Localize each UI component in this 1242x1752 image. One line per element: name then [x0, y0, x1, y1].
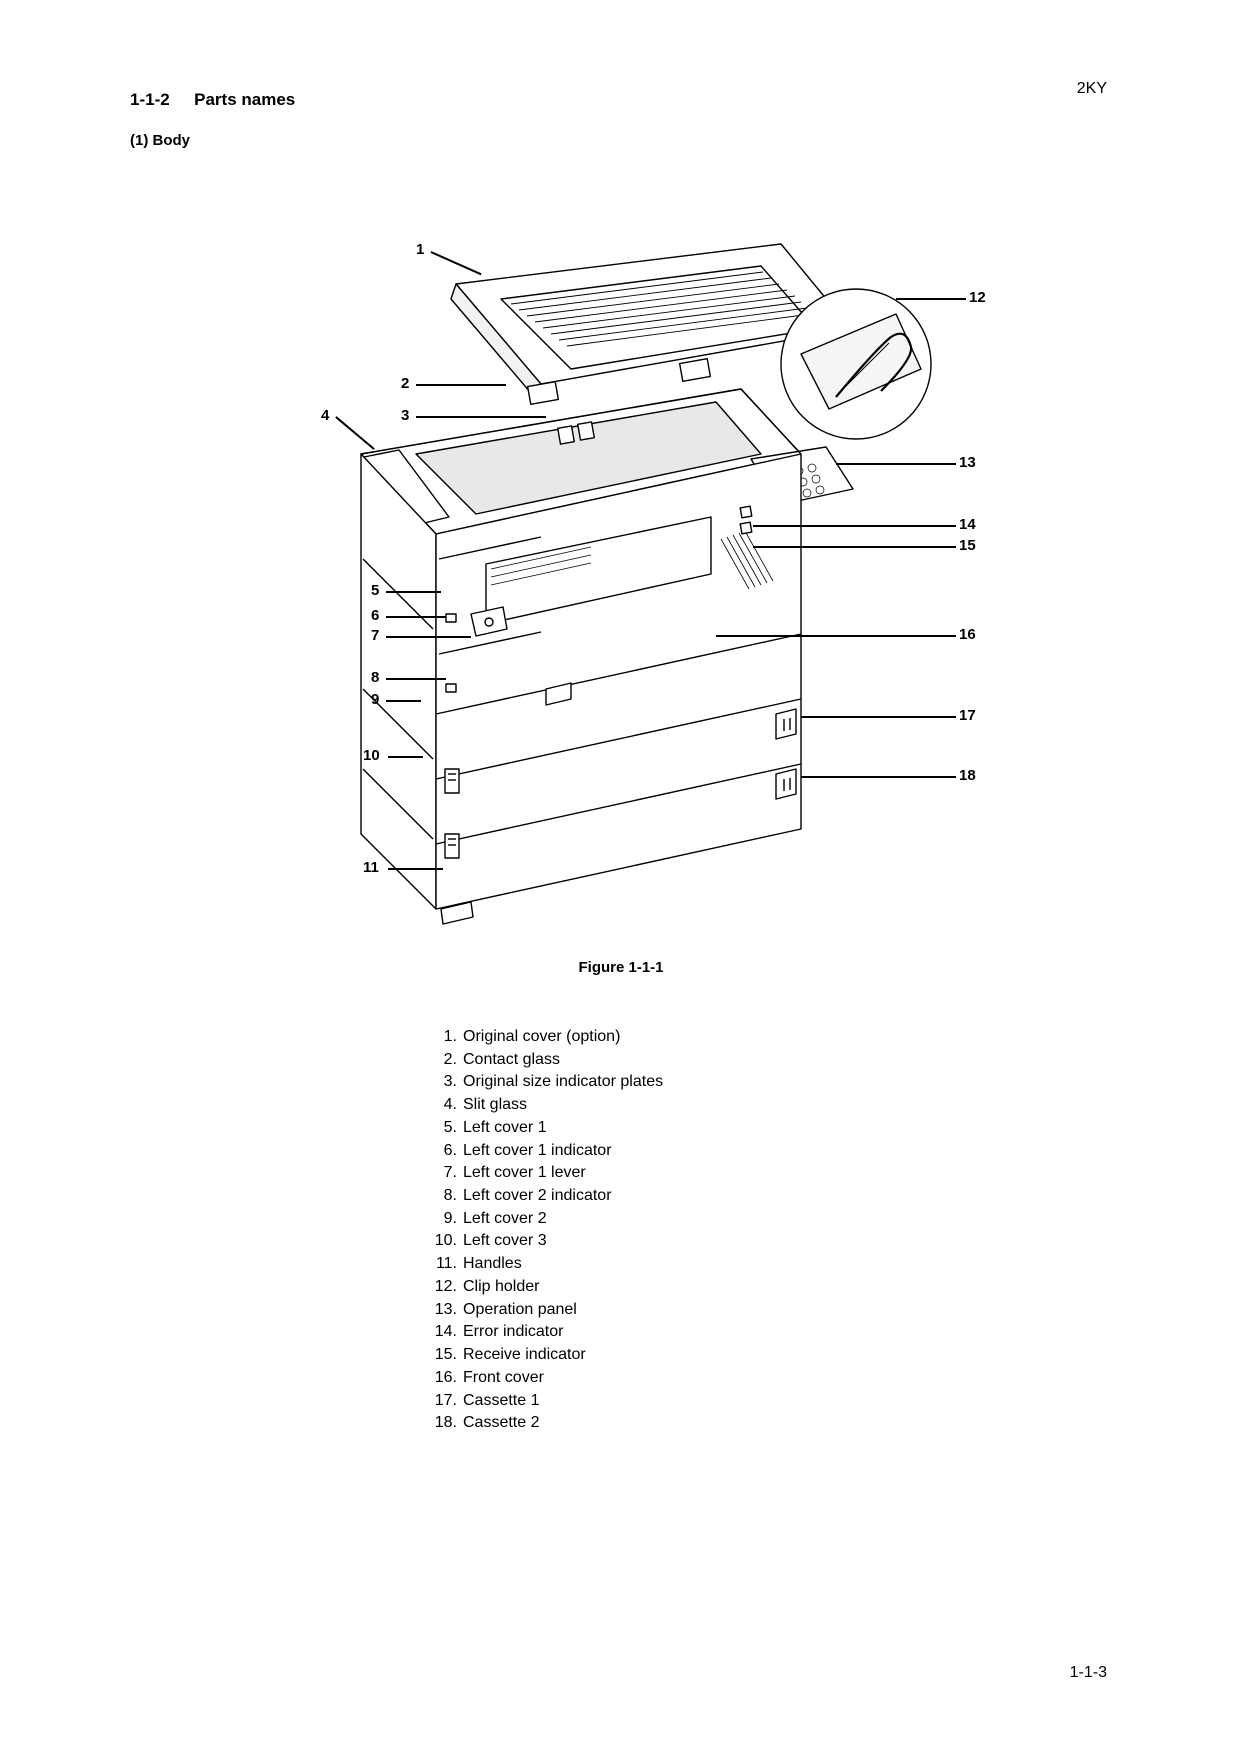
- part-label: Slit glass: [463, 1094, 811, 1117]
- part-label: Left cover 1 lever: [463, 1162, 811, 1185]
- part-label: Operation panel: [463, 1299, 811, 1322]
- part-num: 11.: [431, 1253, 463, 1276]
- section-heading: 1-1-2 Parts names: [130, 90, 1112, 110]
- part-label: Cassette 2: [463, 1412, 811, 1435]
- part-num: 17.: [431, 1390, 463, 1413]
- figure-caption: Figure 1-1-1: [130, 959, 1112, 976]
- page-number: 1-1-3: [1070, 1664, 1107, 1682]
- callout-1: 1: [416, 241, 424, 258]
- part-num: 2.: [431, 1049, 463, 1072]
- part-label: Front cover: [463, 1367, 811, 1390]
- part-label: Left cover 2 indicator: [463, 1185, 811, 1208]
- callout-14: 14: [959, 516, 976, 533]
- part-num: 14.: [431, 1321, 463, 1344]
- callout-4: 4: [321, 407, 329, 424]
- doc-code: 2KY: [1077, 80, 1107, 98]
- callout-18: 18: [959, 767, 976, 784]
- page: 2KY 1-1-2 Parts names (1) Body: [0, 0, 1242, 1752]
- callout-11: 11: [363, 859, 379, 876]
- part-num: 8.: [431, 1185, 463, 1208]
- part-num: 9.: [431, 1208, 463, 1231]
- callout-17: 17: [959, 707, 976, 724]
- part-num: 13.: [431, 1299, 463, 1322]
- part-label: Error indicator: [463, 1321, 811, 1344]
- callout-10: 10: [363, 747, 380, 764]
- part-label: Clip holder: [463, 1276, 811, 1299]
- part-label: Receive indicator: [463, 1344, 811, 1367]
- part-label: Left cover 2: [463, 1208, 811, 1231]
- copier-diagram: [241, 209, 1001, 929]
- part-label: Left cover 3: [463, 1230, 811, 1253]
- callout-2: 2: [401, 375, 409, 392]
- callout-13: 13: [959, 454, 976, 471]
- part-num: 18.: [431, 1412, 463, 1435]
- callout-8: 8: [371, 669, 379, 686]
- subsection-label: (1) Body: [130, 132, 1112, 149]
- part-label: Handles: [463, 1253, 811, 1276]
- part-num: 6.: [431, 1140, 463, 1163]
- part-num: 3.: [431, 1071, 463, 1094]
- part-num: 12.: [431, 1276, 463, 1299]
- part-num: 7.: [431, 1162, 463, 1185]
- parts-list: 1.Original cover (option) 2.Contact glas…: [431, 1026, 811, 1435]
- part-label: Left cover 1: [463, 1117, 811, 1140]
- part-num: 16.: [431, 1367, 463, 1390]
- callout-12: 12: [969, 289, 986, 306]
- callout-9: 9: [371, 691, 379, 708]
- part-num: 10.: [431, 1230, 463, 1253]
- callout-5: 5: [371, 582, 379, 599]
- callout-16: 16: [959, 626, 976, 643]
- part-label: Original cover (option): [463, 1026, 811, 1049]
- section-number: 1-1-2: [130, 90, 170, 110]
- part-label: Left cover 1 indicator: [463, 1140, 811, 1163]
- callout-7: 7: [371, 627, 379, 644]
- callout-6: 6: [371, 607, 379, 624]
- part-label: Contact glass: [463, 1049, 811, 1072]
- section-title: Parts names: [194, 90, 295, 110]
- part-label: Original size indicator plates: [463, 1071, 811, 1094]
- callout-3: 3: [401, 407, 409, 424]
- part-label: Cassette 1: [463, 1390, 811, 1413]
- part-num: 5.: [431, 1117, 463, 1140]
- part-num: 15.: [431, 1344, 463, 1367]
- part-num: 1.: [431, 1026, 463, 1049]
- callout-15: 15: [959, 537, 976, 554]
- figure: 1 2 4 3 5 6 7 8 9 10 11 12 13 14 15 16: [241, 209, 1001, 929]
- part-num: 4.: [431, 1094, 463, 1117]
